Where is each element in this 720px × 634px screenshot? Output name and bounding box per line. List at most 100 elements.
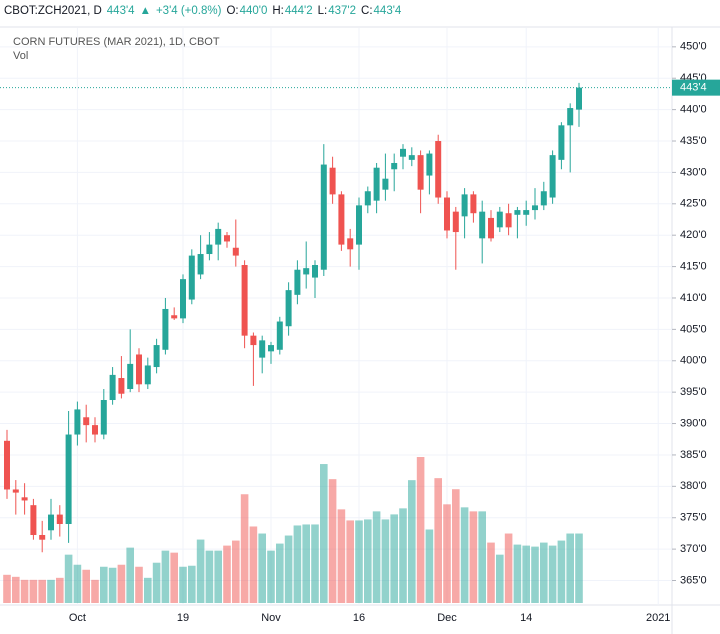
ohlc-label: C: (361, 5, 373, 17)
volume-bar (575, 533, 583, 603)
volume-bar (513, 544, 522, 603)
volume-bar (284, 535, 293, 603)
volume-bar (337, 509, 346, 603)
candle-body (461, 194, 468, 217)
y-tick-label: 405'0 (680, 323, 707, 335)
volume-label: Vol (13, 50, 28, 62)
volume-bar (496, 554, 504, 603)
candle-body (153, 345, 160, 368)
candle-body (171, 315, 178, 319)
candle-body (444, 197, 450, 231)
candle-body (435, 141, 442, 198)
x-tick-label: Dec (437, 612, 457, 624)
volume-bar (364, 519, 372, 603)
volume-bar (214, 550, 222, 603)
y-tick-label: 370'0 (680, 543, 707, 555)
volume-bar (170, 552, 178, 603)
candle-body (549, 155, 556, 198)
candle-body (56, 514, 63, 525)
x-tick-label: Oct (69, 612, 86, 624)
volume-bar (548, 545, 557, 603)
volume-bar (152, 562, 161, 603)
volume-bar (557, 540, 566, 603)
candle-body (241, 265, 248, 336)
candle-body (206, 244, 213, 255)
candle-body (188, 255, 195, 300)
volume-bar (443, 504, 451, 603)
y-tick-label: 375'0 (680, 512, 707, 524)
change: +3'4 (+0.8%) (155, 5, 222, 17)
x-tick-label: 14 (520, 612, 532, 624)
volume-bar (311, 524, 319, 603)
x-tick-label: 2021 (646, 612, 670, 624)
volume-bar (381, 519, 390, 603)
volume-bar (320, 464, 328, 603)
volume-bar (108, 567, 117, 603)
candle-body (452, 211, 459, 233)
y-tick-label: 415'0 (680, 260, 707, 272)
volume-bar (460, 507, 469, 603)
volume-bar (504, 533, 513, 603)
candle-body (408, 155, 415, 160)
volume-bar (3, 574, 11, 603)
candle-body (224, 235, 230, 242)
candle-body (285, 290, 292, 327)
y-tick-label: 395'0 (680, 386, 707, 398)
volume-bar (29, 579, 38, 603)
ohlc-value: 440'0 (239, 5, 268, 17)
y-tick-label: 390'0 (680, 417, 707, 429)
candle-body (48, 514, 54, 531)
volume-bar (38, 579, 46, 603)
y-tick-label: 430'0 (680, 166, 707, 178)
volume-bar (390, 514, 398, 603)
volume-bar (223, 545, 231, 603)
volume-bar (346, 520, 354, 603)
candle-body (162, 308, 169, 350)
volume-bar (20, 579, 29, 603)
volume-bar (478, 511, 486, 603)
y-tick-label: 425'0 (680, 198, 707, 210)
volume-bar (135, 566, 143, 603)
volume-bar (434, 478, 442, 603)
y-tick-label: 440'0 (680, 104, 707, 116)
candle-body (109, 374, 116, 401)
y-tick-label: 385'0 (680, 449, 707, 461)
volume-bar (126, 547, 134, 603)
x-tick-label: 19 (177, 612, 189, 624)
candle-body (356, 205, 362, 245)
candle-body (567, 108, 574, 126)
volume-bar (328, 479, 337, 603)
volume-bar (232, 540, 240, 603)
candle-body (426, 153, 433, 176)
volume-bar (240, 494, 249, 603)
x-tick-label: Nov (261, 612, 281, 624)
header: CBOT:ZCH2021, D 443'4 ▲ +3'4 (+0.8%) O: 4… (4, 5, 401, 17)
candle-body (83, 417, 90, 426)
volume-bar (267, 550, 275, 603)
candle-body (100, 400, 107, 435)
volume-bar (566, 533, 574, 603)
volume-bar (540, 542, 548, 603)
volume-bar (12, 576, 20, 603)
candle-body (540, 191, 547, 206)
ohlc-label: O: (226, 5, 239, 17)
candle-body (391, 162, 398, 170)
candle-body (364, 191, 371, 206)
candle-body (197, 254, 204, 275)
ohlc-label: H: (272, 5, 284, 17)
candle-body (180, 279, 186, 319)
y-tick-label: 380'0 (680, 480, 707, 492)
volume-bar (179, 566, 187, 603)
volume-bar (408, 480, 416, 603)
volume-bar (372, 511, 381, 603)
volume-bar (249, 526, 258, 603)
last-price-label: 443'4 (680, 82, 707, 94)
candle-body (505, 213, 512, 228)
candle-body (127, 363, 134, 390)
volume-bar (302, 524, 310, 603)
candle-body (382, 178, 389, 190)
candle-body (400, 148, 406, 157)
volume-bar (73, 564, 82, 603)
volume-bar (531, 546, 539, 603)
symbol: CBOT:ZCH2021, D (4, 5, 102, 17)
